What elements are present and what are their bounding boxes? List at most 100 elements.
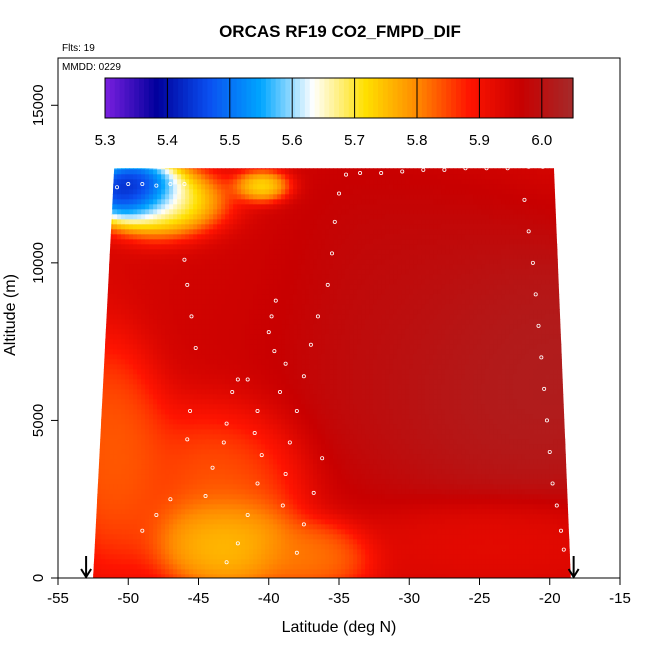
heatmap-cell: [173, 379, 178, 385]
heatmap-cell: [261, 414, 266, 420]
heatmap-cell: [213, 449, 218, 455]
heatmap-cell: [229, 549, 234, 555]
heatmap-cell: [285, 284, 290, 290]
heatmap-cell: [261, 399, 266, 405]
heatmap-cell: [149, 229, 154, 235]
heatmap-cell: [225, 269, 230, 275]
heatmap-cell: [113, 289, 118, 295]
heatmap-cell: [221, 234, 226, 240]
heatmap-cell: [325, 214, 330, 220]
heatmap-cell: [285, 439, 290, 445]
heatmap-cell: [273, 459, 278, 465]
heatmap-cell: [305, 384, 310, 390]
heatmap-cell: [105, 399, 110, 405]
heatmap-cell: [221, 444, 226, 450]
heatmap-cell: [125, 319, 130, 325]
heatmap-cell: [301, 474, 306, 480]
heatmap-cell: [257, 359, 262, 365]
heatmap-cell: [257, 224, 262, 230]
heatmap-cell: [309, 344, 314, 350]
heatmap-cell: [93, 259, 94, 265]
heatmap-cell: [161, 259, 166, 265]
heatmap-cell: [161, 229, 166, 235]
heatmap-cell: [97, 534, 102, 540]
heatmap-cell: [129, 184, 134, 190]
heatmap-cell: [153, 519, 158, 525]
heatmap-cell: [285, 399, 290, 405]
heatmap-cell: [201, 379, 206, 385]
heatmap-cell: [309, 249, 314, 255]
heatmap-cell: [169, 539, 174, 545]
heatmap-cell: [197, 554, 202, 560]
heatmap-cell: [273, 409, 278, 415]
heatmap-cell: [261, 474, 266, 480]
heatmap-cell: [241, 319, 246, 325]
heatmap-cell: [261, 294, 266, 300]
heatmap-cell: [237, 299, 242, 305]
heatmap-cell: [257, 394, 262, 400]
heatmap-cell: [157, 304, 162, 310]
heatmap-cell: [133, 564, 138, 570]
heatmap-cell: [121, 384, 126, 390]
heatmap-cell: [93, 539, 94, 545]
heatmap-cell: [121, 309, 126, 315]
heatmap-cell: [229, 168, 234, 170]
heatmap-cell: [253, 384, 258, 390]
heatmap-cell: [237, 304, 242, 310]
heatmap-cell: [249, 519, 254, 525]
heatmap-cell: [269, 184, 274, 190]
heatmap-cell: [209, 414, 214, 420]
heatmap-cell: [289, 459, 294, 465]
heatmap-cell: [289, 479, 294, 485]
heatmap-cell: [181, 324, 186, 330]
heatmap-cell: [125, 344, 130, 350]
heatmap-cell: [305, 504, 310, 510]
heatmap-cell: [277, 579, 282, 585]
heatmap-cell: [145, 444, 150, 450]
heatmap-cell: [237, 514, 242, 520]
heatmap-cell: [121, 479, 126, 485]
heatmap-cell: [169, 314, 174, 320]
heatmap-cell: [137, 194, 142, 200]
heatmap-cell: [293, 534, 298, 540]
heatmap-cell: [121, 289, 126, 295]
heatmap-cell: [161, 469, 166, 475]
heatmap-cell: [313, 224, 318, 230]
heatmap-cell: [189, 419, 194, 425]
heatmap-cell: [321, 239, 326, 245]
heatmap-cell: [93, 169, 98, 175]
heatmap-cell: [309, 364, 314, 370]
heatmap-cell: [129, 444, 134, 450]
heatmap-cell: [157, 434, 162, 440]
heatmap-cell: [321, 299, 326, 305]
heatmap-cell: [261, 394, 266, 400]
heatmap-cell: [101, 569, 106, 575]
heatmap-cell: [173, 194, 178, 200]
heatmap-cell: [125, 564, 130, 570]
heatmap-cell: [293, 174, 298, 180]
heatmap-cell: [153, 569, 158, 575]
heatmap-cell: [253, 269, 258, 275]
heatmap-cell: [257, 269, 262, 275]
heatmap-cell: [273, 289, 278, 295]
heatmap-cell: [169, 209, 174, 215]
heatmap-cell: [269, 494, 274, 500]
heatmap-cell: [221, 409, 226, 415]
heatmap-cell: [261, 229, 266, 235]
heatmap-cell: [237, 569, 242, 575]
heatmap-cell: [193, 349, 198, 355]
heatmap-cell: [225, 494, 230, 500]
heatmap-cell: [93, 304, 94, 310]
heatmap-cell: [281, 204, 286, 210]
heatmap-cell: [225, 209, 230, 215]
plot-area: [93, 164, 571, 585]
heatmap-cell: [289, 539, 294, 545]
heatmap-cell: [213, 169, 218, 175]
heatmap-cell: [205, 294, 210, 300]
heatmap-cell: [141, 464, 146, 470]
heatmap-cell: [161, 269, 166, 275]
heatmap-cell: [169, 284, 174, 290]
heatmap-cell: [141, 289, 146, 295]
heatmap-cell: [141, 324, 146, 330]
heatmap-cell: [249, 314, 254, 320]
